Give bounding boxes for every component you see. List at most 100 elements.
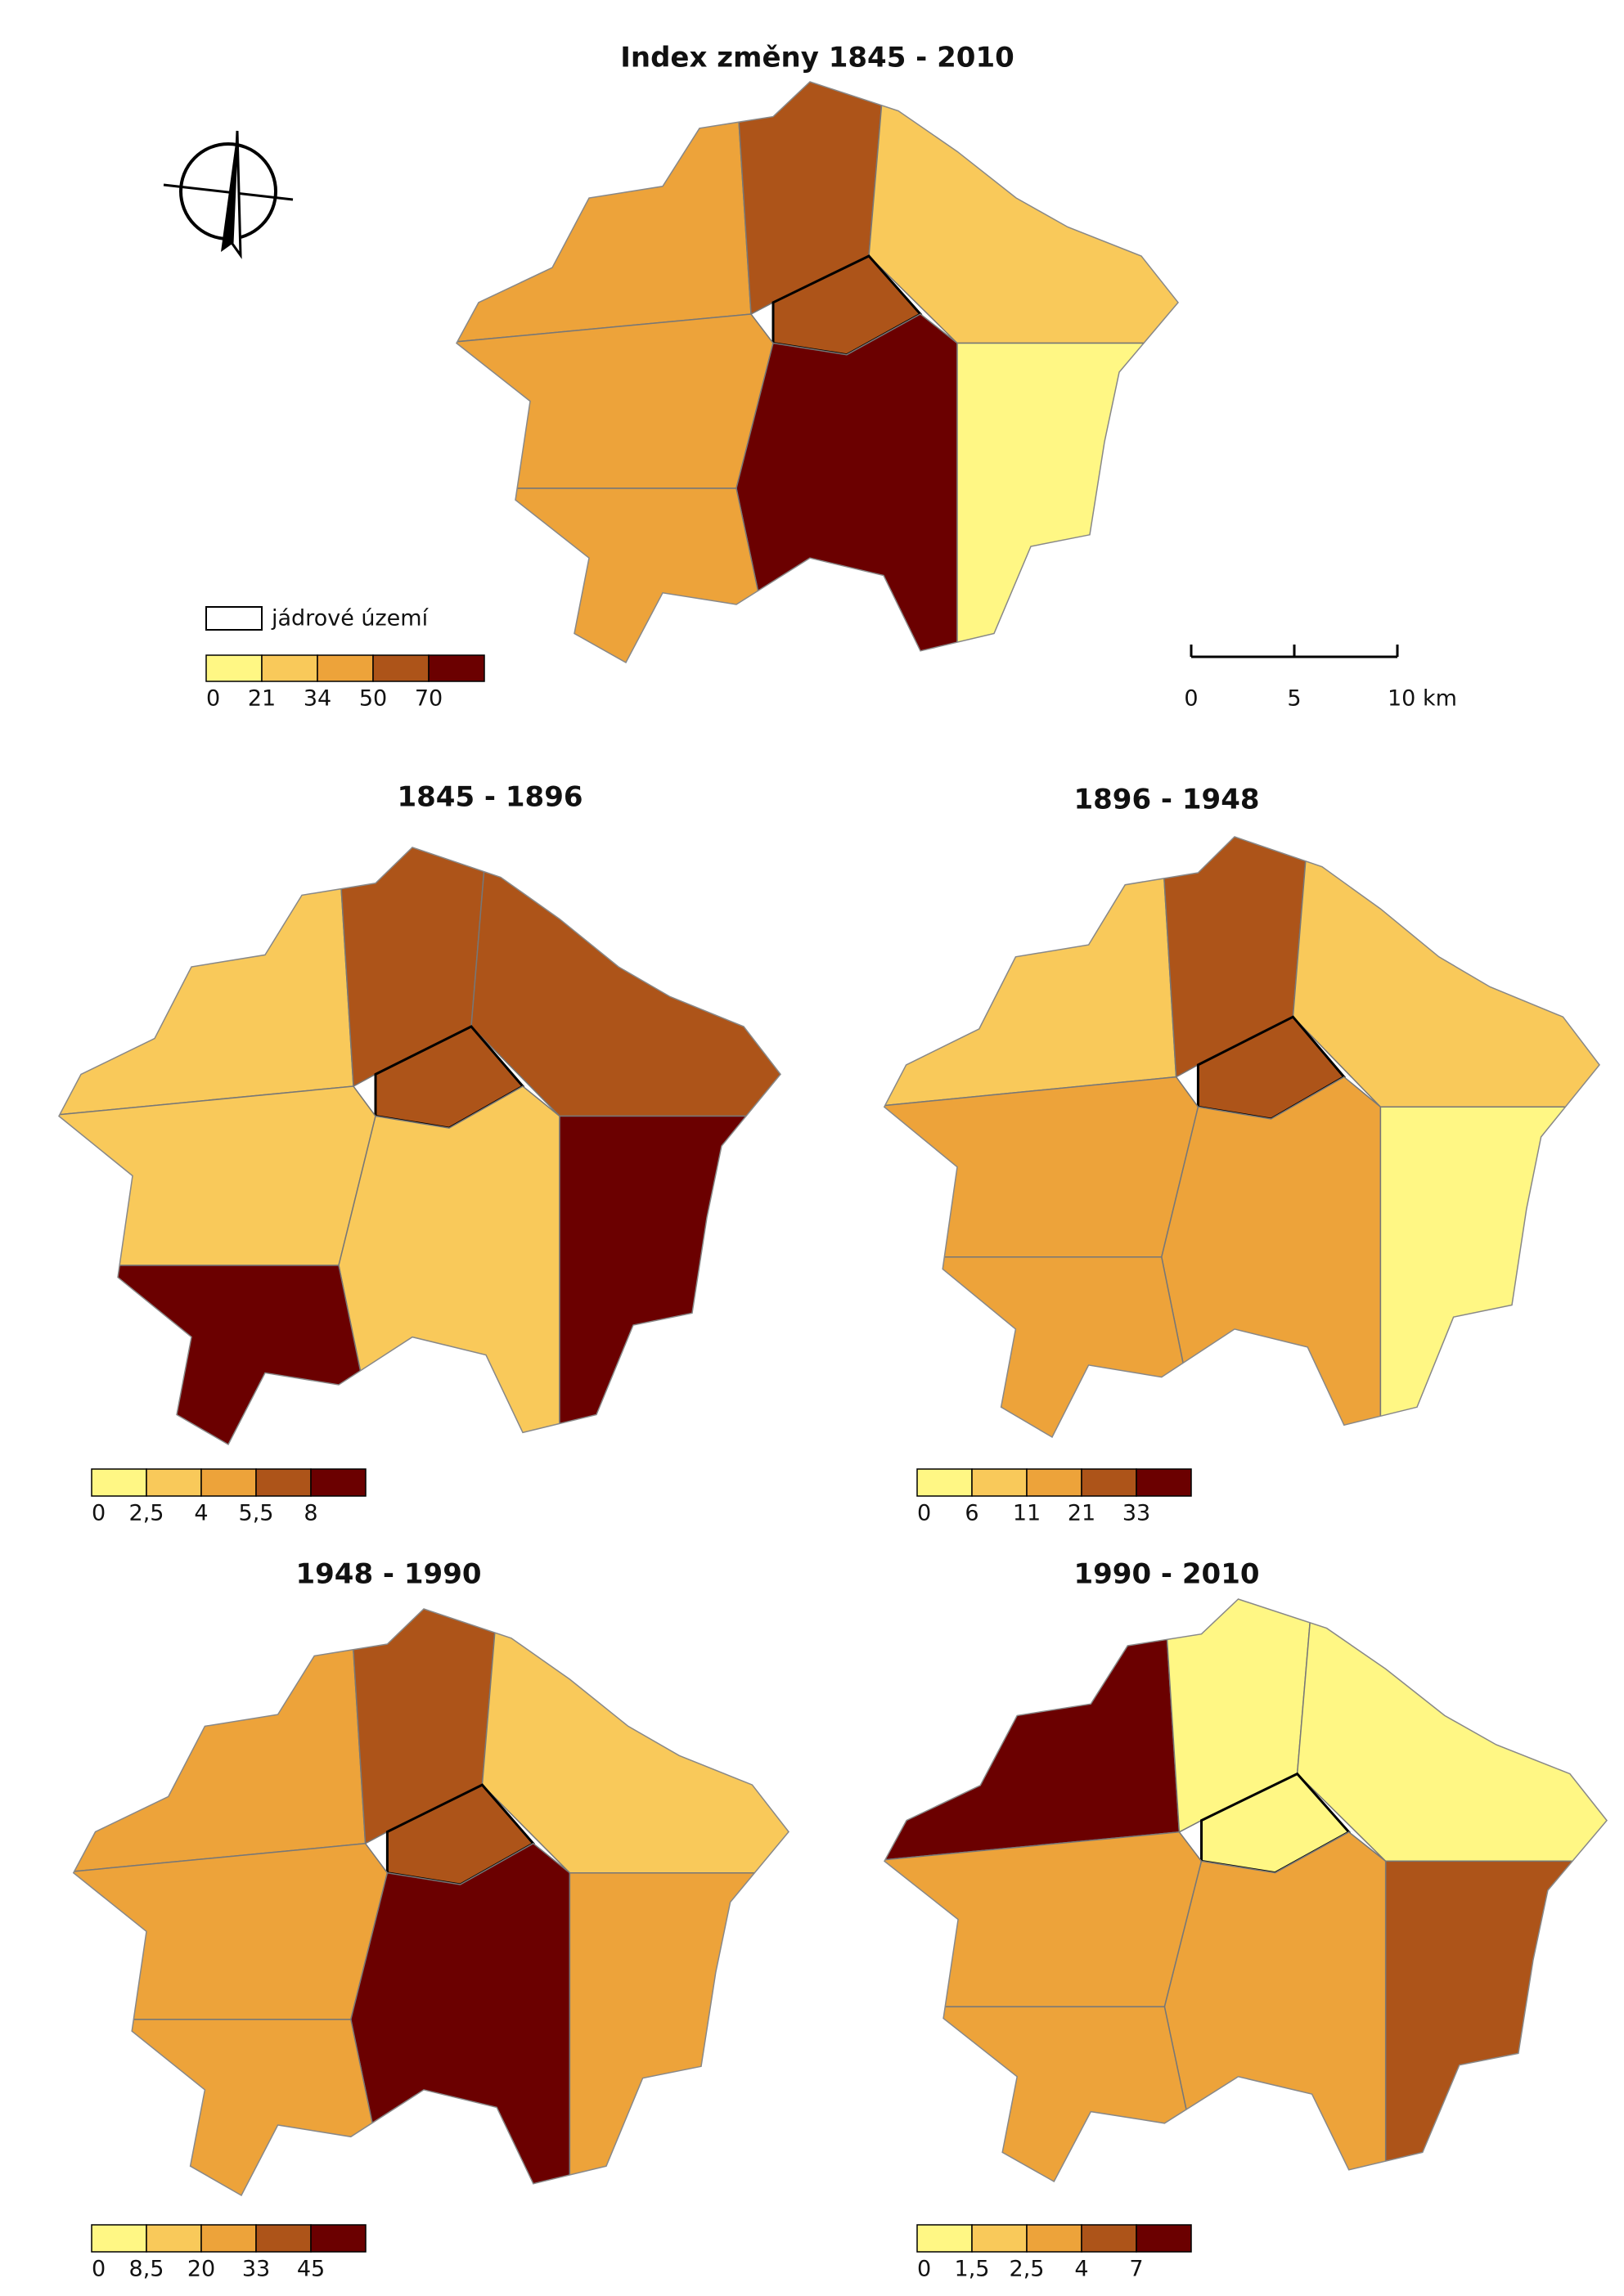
map-title: 1990 - 2010 xyxy=(1073,1558,1259,1591)
region xyxy=(73,1609,367,1874)
legend-swatch xyxy=(310,1468,367,1497)
core-swatch xyxy=(205,606,263,631)
legend-swatch xyxy=(1026,2224,1082,2253)
legend-swatch xyxy=(428,654,485,682)
legend-swatch xyxy=(310,2224,367,2253)
region xyxy=(1379,1106,1599,1437)
legend-swatch xyxy=(317,654,374,682)
legend-swatch xyxy=(1081,2224,1137,2253)
legend-label: 2,5 xyxy=(1010,2257,1045,2282)
region xyxy=(884,1831,1203,2008)
region xyxy=(59,1265,376,1445)
region xyxy=(1163,1831,1387,2181)
legend-swatch xyxy=(255,2224,312,2253)
region xyxy=(956,342,1178,663)
region xyxy=(884,2006,1203,2181)
map xyxy=(884,837,1599,1437)
legend-swatch xyxy=(146,2224,202,2253)
legend-label: 0 xyxy=(92,2257,106,2282)
legend-swatch xyxy=(916,1468,973,1497)
region xyxy=(736,313,958,663)
legend-label: 70 xyxy=(415,686,443,712)
legend-label: 4 xyxy=(1074,2257,1088,2282)
core-label: jádrové území xyxy=(271,606,430,631)
legend-swatch xyxy=(1136,1468,1192,1497)
legend-swatch xyxy=(971,1468,1028,1497)
legend-swatch xyxy=(1026,1468,1082,1497)
legend-swatch xyxy=(91,2224,147,2253)
legend-label: 6 xyxy=(965,1501,978,1526)
legend-label: 8,5 xyxy=(129,2257,164,2282)
map xyxy=(59,847,781,1445)
legend-swatch xyxy=(261,654,318,682)
region xyxy=(457,82,752,344)
legend-label: 11 xyxy=(1013,1501,1041,1526)
region xyxy=(884,1076,1199,1258)
region xyxy=(884,837,1177,1108)
legend-label: 2,5 xyxy=(129,1501,164,1526)
map-title: 1845 - 1896 xyxy=(397,781,583,814)
region xyxy=(868,82,1178,344)
region xyxy=(73,1843,389,2020)
region xyxy=(59,1085,376,1266)
region xyxy=(1296,1599,1607,1862)
region xyxy=(470,847,781,1117)
legend-label: 33 xyxy=(1122,1501,1150,1526)
map-outline xyxy=(883,836,1600,1439)
region xyxy=(481,1609,790,1874)
region xyxy=(73,2019,389,2195)
north-arrow xyxy=(163,130,294,259)
legend-label: 21 xyxy=(1068,1501,1095,1526)
map xyxy=(884,1599,1607,2181)
scale-label: 0 xyxy=(1184,686,1198,712)
legend-label: 20 xyxy=(187,2257,215,2282)
legend-label: 33 xyxy=(242,2257,270,2282)
region xyxy=(457,313,774,489)
region xyxy=(350,1842,571,2195)
legend-swatch xyxy=(91,1468,147,1497)
legend-label: 4 xyxy=(194,1501,208,1526)
scale-label: 5 xyxy=(1287,686,1301,712)
map-outline xyxy=(884,1598,1608,2183)
legend-label: 7 xyxy=(1129,2257,1143,2282)
legend-label: 5,5 xyxy=(239,1501,274,1526)
legend-label: 0 xyxy=(917,2257,931,2282)
map-title: Index změny 1845 - 2010 xyxy=(620,42,1014,74)
legend-swatch xyxy=(146,1468,202,1497)
legend-swatch xyxy=(205,654,263,682)
legend-label: 8 xyxy=(304,1501,317,1526)
map-title: 1896 - 1948 xyxy=(1073,784,1259,816)
legend-swatch xyxy=(200,2224,257,2253)
legend-swatch xyxy=(255,1468,312,1497)
legend-label: 45 xyxy=(297,2257,325,2282)
map-outline xyxy=(58,847,781,1446)
scale-label: 10 km xyxy=(1388,686,1457,712)
region xyxy=(559,1115,781,1445)
map-title: 1948 - 1990 xyxy=(295,1558,481,1591)
legend-label: 34 xyxy=(304,686,331,712)
region xyxy=(884,1599,1181,1862)
legend-swatch xyxy=(916,2224,973,2253)
legend-swatch xyxy=(1136,2224,1192,2253)
region xyxy=(1384,1860,1607,2181)
legend-label: 50 xyxy=(359,686,387,712)
legend-label: 0 xyxy=(206,686,220,712)
region xyxy=(884,1256,1199,1437)
map-outline xyxy=(72,1608,790,2197)
legend-label: 1,5 xyxy=(955,2257,990,2282)
region xyxy=(457,488,774,663)
legend-swatch xyxy=(200,1468,257,1497)
legend-swatch xyxy=(1081,1468,1137,1497)
region xyxy=(1161,1076,1382,1437)
map-outline xyxy=(456,81,1179,664)
legend-label: 21 xyxy=(248,686,276,712)
legend-label: 0 xyxy=(92,1501,106,1526)
map xyxy=(73,1609,790,2195)
region xyxy=(569,1871,790,2195)
region xyxy=(338,1085,560,1445)
legend-label: 0 xyxy=(917,1501,931,1526)
region xyxy=(1292,837,1599,1108)
map xyxy=(457,82,1178,663)
legend-swatch xyxy=(971,2224,1028,2253)
